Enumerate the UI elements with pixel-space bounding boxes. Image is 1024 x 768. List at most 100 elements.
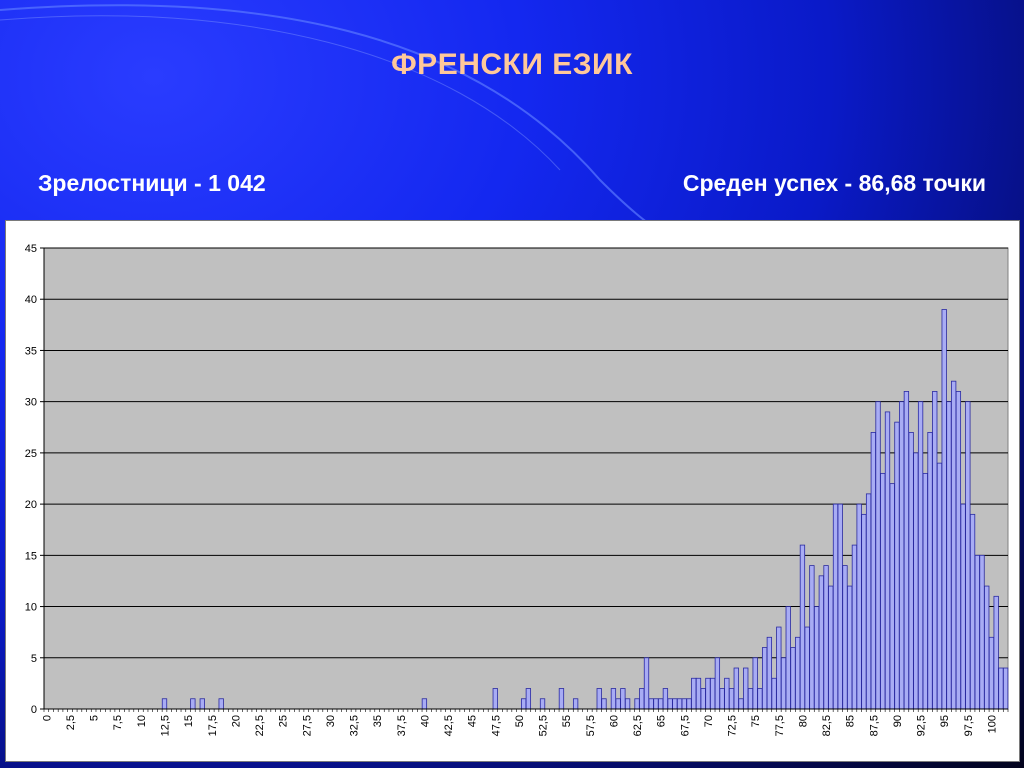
x-tick-label: 70 xyxy=(703,715,715,727)
histogram-bar xyxy=(851,544,858,710)
histogram-bar xyxy=(903,391,910,710)
x-tick-label: 65 xyxy=(656,715,668,727)
x-tick-label: 77,5 xyxy=(774,715,786,736)
histogram-bar xyxy=(984,585,990,710)
histogram-bar xyxy=(804,626,810,710)
histogram-bar xyxy=(809,565,815,710)
histogram-bar xyxy=(894,421,900,710)
histogram-bar xyxy=(728,688,735,710)
histogram-bar xyxy=(620,688,626,710)
histogram-bar xyxy=(639,688,645,710)
chart-panel: 0 5 10 15 20 25 30 35 40 45 0 2,5 5 7,5 10 12,5 15 17,5 20… xyxy=(5,220,1020,762)
histogram-bar xyxy=(761,647,768,710)
histogram-bar xyxy=(601,698,607,710)
average-score: Среден успех - 86,68 точки xyxy=(682,170,986,196)
histogram-bar xyxy=(672,698,678,710)
histogram-bar xyxy=(691,677,697,710)
histogram-bar xyxy=(757,688,763,710)
histogram-bar xyxy=(960,503,966,710)
histogram-bar xyxy=(724,677,730,710)
histogram-bar xyxy=(714,657,721,710)
histogram-bar xyxy=(818,575,824,710)
histogram-bar xyxy=(733,667,739,710)
histogram-bar xyxy=(828,585,834,710)
slide-title: ФРЕНСКИ ЕЗИК xyxy=(391,48,633,81)
histogram-bar xyxy=(681,698,687,710)
x-tick-label: 32,5 xyxy=(349,715,361,736)
y-tick-label: 10 xyxy=(25,602,37,614)
x-tick-label: 90 xyxy=(892,715,904,727)
x-tick-label: 92,5 xyxy=(916,715,928,736)
histogram-bar xyxy=(790,647,796,710)
histogram-bar xyxy=(648,698,654,710)
histogram-bar xyxy=(889,483,895,710)
histogram-bar xyxy=(539,698,546,710)
histogram-bar xyxy=(880,472,886,710)
histogram-bar xyxy=(558,688,565,710)
y-tick-label: 25 xyxy=(25,448,37,460)
x-tick-label: 30 xyxy=(325,715,337,727)
y-tick-label: 35 xyxy=(25,345,37,357)
histogram-bar xyxy=(785,606,791,710)
x-tick-label: 20 xyxy=(230,715,242,727)
x-tick-label: 2,5 xyxy=(65,715,77,730)
histogram-bar xyxy=(686,698,692,710)
histogram-bar xyxy=(865,493,872,710)
x-tick-label: 37,5 xyxy=(396,715,408,736)
histogram-bar xyxy=(596,688,602,710)
histogram-bar xyxy=(979,554,985,710)
histogram-bar xyxy=(795,636,801,710)
histogram-bar xyxy=(870,431,876,710)
histogram-bar xyxy=(752,657,758,710)
x-tick-label: 75 xyxy=(750,715,762,727)
x-tick-label: 72,5 xyxy=(727,715,739,736)
x-tick-label: 15 xyxy=(183,715,195,727)
histogram-bar xyxy=(861,513,867,710)
x-tick-label: 80 xyxy=(797,715,809,727)
histogram-bar xyxy=(823,565,829,710)
histogram-bar xyxy=(832,503,839,710)
x-tick-label: 52,5 xyxy=(538,715,550,736)
histogram-bar xyxy=(643,657,650,710)
x-tick-label: 40 xyxy=(419,715,431,727)
x-tick-label: 67,5 xyxy=(679,715,691,736)
histogram-bar xyxy=(738,698,744,710)
histogram-bar xyxy=(525,688,532,710)
histogram-bar xyxy=(884,411,891,710)
histogram-bar xyxy=(719,688,725,710)
y-tick-label: 40 xyxy=(25,294,37,306)
histogram-bar xyxy=(847,585,853,710)
x-tick-label: 42,5 xyxy=(443,715,455,736)
x-tick-label: 55 xyxy=(561,715,573,727)
x-tick-label: 35 xyxy=(372,715,384,727)
histogram-bar xyxy=(705,677,711,710)
histogram-bar xyxy=(572,698,579,710)
x-tick-label: 27,5 xyxy=(301,715,313,736)
histogram-bar xyxy=(932,391,938,710)
x-tick-label: 100 xyxy=(986,715,998,733)
histogram-bar xyxy=(667,698,673,710)
histogram-bar xyxy=(190,698,196,710)
histogram-bar xyxy=(766,636,773,710)
x-tick-label: 87,5 xyxy=(868,715,880,736)
histogram-bar xyxy=(520,698,527,710)
histogram-bar xyxy=(610,688,617,710)
x-tick-label: 95 xyxy=(939,715,951,727)
histogram-bar xyxy=(837,503,843,710)
histogram-bar xyxy=(700,688,706,710)
x-tick-label: 57,5 xyxy=(585,715,597,736)
histogram-bar xyxy=(662,688,669,710)
x-tick-label: 22,5 xyxy=(254,715,266,736)
x-tick-label: 0 xyxy=(41,715,53,721)
y-tick-label: 0 xyxy=(31,704,37,716)
histogram-bar xyxy=(946,401,952,710)
histogram-bar xyxy=(776,626,782,710)
histogram-bar xyxy=(974,554,980,710)
x-tick-label: 50 xyxy=(514,715,526,727)
y-tick-label: 20 xyxy=(25,499,37,511)
y-tick-label: 15 xyxy=(25,550,37,562)
histogram-bar xyxy=(917,401,924,710)
histogram-bar xyxy=(875,401,881,710)
histogram-bar xyxy=(899,401,905,710)
